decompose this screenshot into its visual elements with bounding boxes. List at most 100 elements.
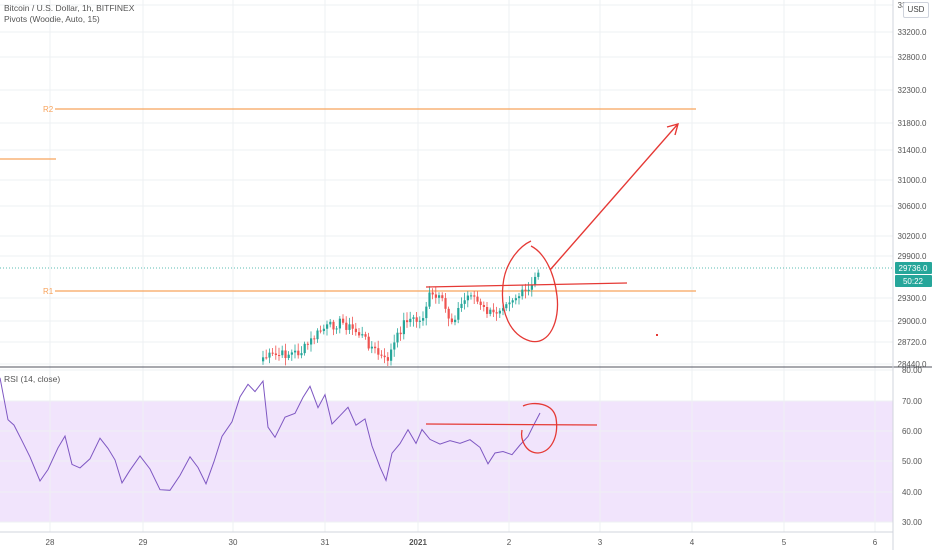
candle-body[interactable] (361, 334, 364, 336)
candle-body[interactable] (300, 353, 303, 356)
candle-body[interactable] (518, 296, 521, 299)
candle-body[interactable] (364, 334, 367, 337)
candle-body[interactable] (393, 342, 396, 350)
drawings[interactable] (425, 123, 679, 454)
candle-body[interactable] (534, 276, 537, 285)
candle-body[interactable] (428, 292, 431, 307)
candle-body[interactable] (278, 355, 281, 357)
candle-body[interactable] (498, 310, 501, 314)
candle-body[interactable] (444, 298, 447, 309)
candle-body[interactable] (482, 305, 485, 308)
candle-body[interactable] (463, 300, 466, 304)
candle-body[interactable] (476, 296, 479, 302)
candle-body[interactable] (342, 318, 345, 323)
candle-body[interactable] (322, 328, 325, 332)
candle-body[interactable] (514, 298, 517, 301)
candle-body[interactable] (310, 338, 313, 345)
candle-body[interactable] (338, 318, 341, 329)
main-pane[interactable] (0, 0, 893, 366)
candle-body[interactable] (537, 272, 540, 277)
currency-button[interactable]: USD (903, 2, 929, 18)
candle-body[interactable] (274, 353, 277, 356)
candle-body[interactable] (454, 319, 457, 323)
symbol-title[interactable]: Bitcoin / U.S. Dollar, 1h, BITFINEX (4, 3, 135, 13)
rsi-legend[interactable]: RSI (14, close) (4, 374, 61, 384)
candle-body[interactable] (316, 330, 319, 340)
candle-body[interactable] (505, 304, 508, 309)
candle-body[interactable] (502, 308, 505, 311)
candle-body[interactable] (489, 309, 492, 314)
candle-body[interactable] (415, 317, 418, 322)
candle-body[interactable] (358, 332, 361, 336)
candle-body[interactable] (265, 357, 268, 359)
candle-body[interactable] (409, 318, 412, 323)
candle-body[interactable] (396, 332, 399, 343)
candle-body[interactable] (294, 350, 297, 353)
candle-body[interactable] (319, 330, 322, 332)
candle-body[interactable] (284, 350, 287, 359)
candle-body[interactable] (527, 289, 530, 292)
candle-body[interactable] (380, 354, 383, 356)
candle-body[interactable] (486, 307, 489, 314)
price-axis[interactable]: 33600.033200.032800.032300.031800.031400… (898, 1, 927, 369)
candle-body[interactable] (390, 349, 393, 361)
candle-body[interactable] (447, 308, 450, 319)
candle-body[interactable] (313, 338, 316, 340)
candle-body[interactable] (441, 295, 444, 299)
candle-body[interactable] (530, 284, 533, 290)
candle-body[interactable] (425, 306, 428, 319)
candle-body[interactable] (434, 294, 437, 298)
candle-body[interactable] (438, 295, 441, 298)
candle-body[interactable] (508, 302, 511, 305)
candle-body[interactable] (383, 355, 386, 358)
candle-body[interactable] (431, 292, 434, 295)
candle-body[interactable] (422, 318, 425, 321)
candle-body[interactable] (479, 301, 482, 306)
candle-body[interactable] (386, 357, 389, 361)
candle-body[interactable] (281, 350, 284, 356)
rsi-trendline[interactable] (425, 423, 598, 426)
candle-body[interactable] (473, 295, 476, 297)
candle-body[interactable] (521, 289, 524, 297)
candle-body[interactable] (329, 321, 332, 325)
rsi-circle-drawing[interactable] (520, 402, 558, 454)
candle-body[interactable] (492, 309, 495, 313)
rsi-line[interactable] (0, 377, 541, 491)
candle-body[interactable] (345, 322, 348, 330)
candle-body[interactable] (374, 346, 377, 349)
candle-body[interactable] (377, 348, 380, 355)
candle-body[interactable] (335, 328, 338, 330)
candle-body[interactable] (348, 324, 351, 330)
candle-body[interactable] (287, 354, 290, 359)
candle-body[interactable] (326, 324, 329, 329)
candle-body[interactable] (524, 289, 527, 292)
target-arrow-line[interactable] (549, 124, 678, 271)
candle-body[interactable] (306, 343, 309, 345)
indicator-title[interactable]: Pivots (Woodie, Auto, 15) (4, 14, 100, 24)
candle-body[interactable] (418, 320, 421, 322)
resistance-trendline[interactable] (425, 282, 628, 288)
candle-body[interactable] (370, 346, 373, 349)
candle-body[interactable] (351, 324, 354, 329)
candle-body[interactable] (303, 343, 306, 354)
candle-body[interactable] (399, 332, 402, 335)
candle-body[interactable] (297, 350, 300, 356)
candles[interactable] (262, 269, 540, 366)
time-axis[interactable]: 28 29 30 31 2021 2 3 4 5 6 (46, 538, 878, 547)
candle-body[interactable] (402, 320, 405, 335)
candle-body[interactable] (406, 320, 409, 323)
rsi-axis[interactable]: 80.00 70.00 60.00 50.00 40.00 30.00 (902, 366, 923, 527)
candle-body[interactable] (262, 357, 265, 362)
candle-body[interactable] (268, 352, 271, 358)
candle-body[interactable] (290, 352, 293, 355)
candle-body[interactable] (367, 336, 370, 349)
candle-body[interactable] (332, 321, 335, 330)
candle-body[interactable] (466, 295, 469, 301)
candle-body[interactable] (511, 300, 514, 303)
candle-body[interactable] (457, 308, 460, 320)
candle-body[interactable] (470, 295, 473, 297)
candle-body[interactable] (412, 317, 415, 319)
candle-body[interactable] (354, 328, 357, 333)
